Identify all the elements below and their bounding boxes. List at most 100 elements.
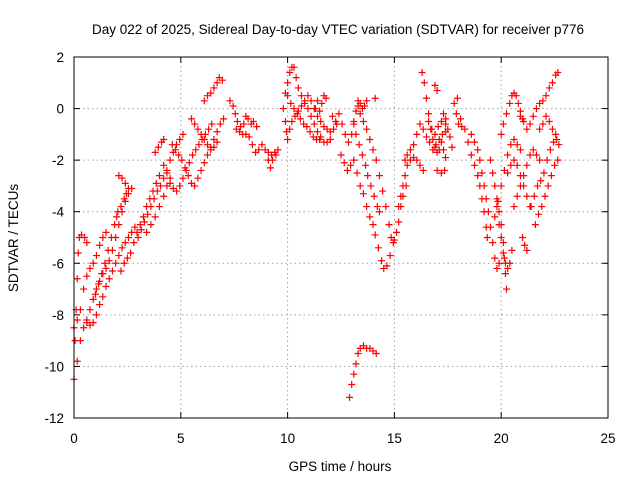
data-point: [520, 117, 528, 125]
data-point: [545, 117, 553, 125]
data-point: [121, 179, 129, 187]
data-point: [240, 120, 248, 128]
data-point: [491, 213, 499, 221]
data-point: [542, 112, 550, 120]
data-point: [104, 246, 112, 254]
data-point: [554, 156, 562, 164]
data-point: [184, 172, 192, 180]
data-point: [513, 141, 521, 149]
data-point: [120, 259, 128, 267]
data-point: [375, 208, 383, 216]
data-point: [534, 182, 542, 190]
data-point: [332, 117, 340, 125]
data-point: [307, 112, 315, 120]
data-point: [450, 99, 458, 107]
data-point: [425, 110, 433, 118]
data-point: [248, 141, 256, 149]
data-point: [134, 234, 142, 241]
data-point: [428, 125, 436, 133]
data-point: [89, 295, 97, 303]
data-point: [155, 203, 163, 211]
data-point: [130, 239, 138, 247]
data-point: [437, 138, 445, 146]
data-point: [244, 115, 252, 123]
data-point: [491, 254, 499, 262]
data-point: [526, 120, 534, 128]
data-point: [152, 179, 160, 187]
data-point: [306, 128, 314, 136]
data-point: [163, 169, 171, 177]
data-point: [147, 221, 155, 229]
data-point: [352, 360, 360, 368]
data-point: [553, 136, 561, 144]
data-point: [98, 270, 106, 278]
data-point: [401, 172, 409, 180]
y-tick-label: 2: [56, 50, 64, 65]
data-point: [474, 172, 482, 180]
data-point: [446, 133, 454, 141]
data-point: [546, 146, 554, 154]
data-point: [288, 117, 296, 125]
data-point: [382, 203, 390, 211]
data-point: [197, 130, 205, 138]
data-point: [175, 151, 183, 159]
data-point: [301, 97, 309, 105]
y-tick-label: -10: [44, 359, 64, 374]
data-point: [160, 136, 168, 144]
data-point: [366, 136, 374, 144]
data-point: [532, 105, 540, 113]
data-point: [506, 259, 514, 267]
data-point: [350, 370, 358, 378]
data-point: [489, 239, 497, 247]
data-point: [279, 105, 287, 113]
data-point: [115, 252, 123, 260]
data-point: [340, 159, 348, 167]
data-point: [205, 125, 213, 133]
data-point: [99, 234, 107, 241]
data-point: [294, 84, 302, 92]
data-point: [375, 172, 383, 180]
data-point: [144, 210, 152, 218]
data-point: [136, 221, 144, 229]
data-point: [457, 115, 465, 123]
data-point: [419, 125, 427, 133]
data-point: [499, 249, 507, 257]
data-point: [326, 136, 334, 144]
data-point: [416, 161, 424, 169]
data-point: [437, 117, 445, 125]
data-point: [422, 133, 430, 141]
data-point: [521, 241, 529, 249]
data-point: [157, 182, 165, 190]
data-point: [516, 112, 524, 120]
data-point: [99, 293, 107, 301]
data-point: [420, 79, 428, 87]
data-point: [507, 141, 515, 149]
data-point: [127, 249, 135, 257]
data-point: [548, 125, 556, 133]
data-point: [267, 164, 275, 172]
data-point: [467, 151, 475, 159]
data-point: [467, 130, 475, 138]
data-point: [200, 136, 208, 144]
data-point: [478, 169, 486, 177]
data-point: [497, 182, 505, 190]
data-point: [191, 120, 199, 128]
x-tick-label: 10: [280, 431, 295, 446]
data-point: [555, 141, 563, 149]
data-point: [160, 192, 168, 200]
data-point: [274, 146, 282, 154]
data-point: [383, 262, 391, 270]
data-point: [352, 107, 360, 115]
data-point: [510, 136, 518, 144]
data-point: [189, 151, 197, 159]
data-point: [255, 146, 263, 154]
data-point: [413, 156, 421, 164]
data-point: [523, 125, 531, 133]
data-point: [403, 161, 411, 169]
data-point: [208, 120, 216, 128]
data-point: [512, 92, 520, 100]
data-point: [111, 221, 119, 229]
data-point: [83, 239, 91, 247]
data-point: [249, 117, 257, 125]
data-point: [483, 234, 491, 241]
